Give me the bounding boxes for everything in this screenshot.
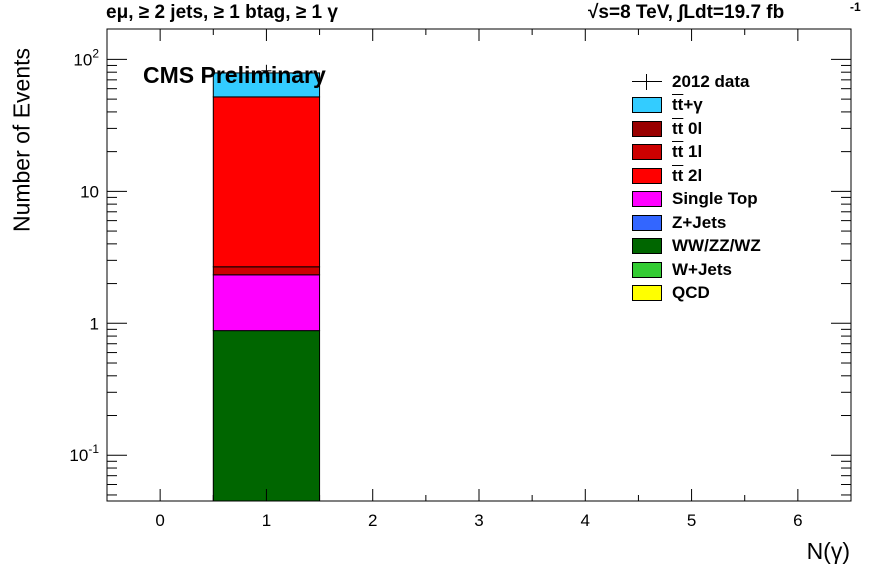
energy-lumi-label: √s=8 TeV, ∫Ldt=19.7 fb -1 (588, 0, 861, 24)
lumi-text: ∫Ldt=19.7 fb (678, 2, 785, 23)
y-tick-label: 102 (73, 46, 99, 69)
legend-swatch (632, 167, 662, 184)
legend-label: 2012 data (672, 71, 750, 91)
stacked-bars (212, 72, 321, 502)
legend-label: Single Top (672, 189, 758, 209)
legend-swatch (632, 261, 662, 278)
legend-swatch (632, 97, 662, 114)
data-points (261, 64, 272, 77)
legend-entry: WW/ZZ/WZ (632, 235, 761, 259)
y-tick-label: 1 (90, 314, 99, 333)
legend-swatch (632, 120, 662, 137)
cms-preliminary-label: CMS Preliminary (143, 62, 326, 88)
y-tick-label: 10-1 (69, 442, 99, 465)
legend-label: tt 1l (672, 142, 703, 162)
selection-label: eμ, ≥ 2 jets, ≥ 1 btag, ≥ 1 γ (106, 2, 338, 23)
x-tick-label: 3 (474, 511, 483, 530)
x-tick-label: 6 (793, 511, 802, 530)
legend-entry: tt+γ (632, 94, 761, 118)
legend-entry: Single Top (632, 188, 761, 212)
x-tick-label: 0 (155, 511, 164, 530)
legend-label: Z+Jets (672, 212, 727, 232)
legend-swatch (632, 191, 662, 208)
legend-swatch (632, 214, 662, 231)
x-tick-label: 4 (581, 511, 590, 530)
legend-label: tt 0l (672, 118, 703, 138)
legend-label: QCD (672, 283, 710, 303)
bar-segment-tt-1l (212, 266, 321, 276)
x-axis-title: N(γ) (806, 538, 850, 564)
legend-label: WW/ZZ/WZ (672, 236, 761, 256)
legend-label: tt+γ (672, 95, 703, 115)
legend-entry: tt 2l (632, 164, 761, 188)
data-marker-icon (632, 73, 662, 90)
bar-segment-single-top (212, 274, 321, 332)
y-tick-label: 10 (80, 182, 99, 201)
legend-label: W+Jets (672, 259, 732, 279)
legend-entry: Z+Jets (632, 211, 761, 235)
legend-swatch (632, 144, 662, 161)
legend-entry: W+Jets (632, 258, 761, 282)
plot-frame (106, 28, 852, 502)
legend-entry: QCD (632, 282, 761, 306)
legend-label: tt 2l (672, 165, 703, 185)
legend-swatch (632, 285, 662, 302)
lumi-exponent: -1 (850, 0, 861, 14)
y-axis-title: Number of Events (8, 47, 35, 233)
bar-segment-ww-zz-wz (212, 330, 321, 502)
energy-text: √s=8 TeV, (588, 2, 673, 23)
x-tick-label: 1 (262, 511, 271, 530)
legend-entry: tt 1l (632, 141, 761, 165)
bar-segment-tt-2l (212, 96, 321, 268)
x-tick-label: 5 (687, 511, 696, 530)
legend-entry-data: 2012 data (632, 70, 761, 94)
legend-entry: tt 0l (632, 117, 761, 141)
legend-swatch (632, 238, 662, 255)
x-tick-label: 2 (368, 511, 377, 530)
legend: 2012 data tt+γ tt 0l tt 1l tt 2l Single Top Z… (632, 70, 761, 305)
